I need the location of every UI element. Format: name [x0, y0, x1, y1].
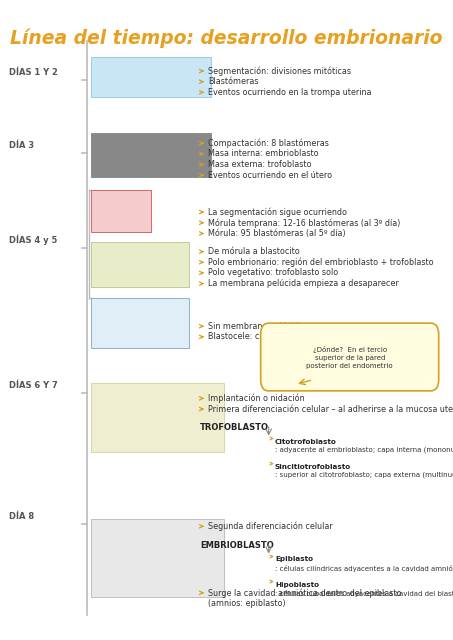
Text: DÍAS 4 y 5: DÍAS 4 y 5 — [9, 235, 58, 245]
FancyBboxPatch shape — [260, 323, 439, 391]
Text: Segmentación: divisiones mitóticas: Segmentación: divisiones mitóticas — [208, 67, 351, 76]
Text: Citotrofoblasto: Citotrofoblasto — [275, 438, 337, 445]
Text: DÍAS 1 Y 2: DÍAS 1 Y 2 — [9, 68, 58, 77]
FancyBboxPatch shape — [91, 133, 211, 177]
Text: Epiblasto: Epiblasto — [275, 556, 313, 563]
FancyBboxPatch shape — [91, 56, 211, 97]
Text: De mórula a blastocito: De mórula a blastocito — [208, 247, 299, 256]
Text: Línea del tiempo: desarrollo embrionario: Línea del tiempo: desarrollo embrionario — [10, 28, 443, 48]
Text: DÍA 8: DÍA 8 — [9, 513, 34, 522]
Text: Primera diferenciación celular – al adherirse a la mucosa uterina: Primera diferenciación celular – al adhe… — [208, 404, 453, 413]
Text: Masa interna: embrioblasto: Masa interna: embrioblasto — [208, 149, 318, 158]
Text: Implantación o nidación: Implantación o nidación — [208, 394, 304, 403]
Text: Segunda diferenciación celular: Segunda diferenciación celular — [208, 522, 333, 531]
Text: Surge la cavidad amniótica dentro del epiblasto: Surge la cavidad amniótica dentro del ep… — [208, 588, 401, 598]
FancyBboxPatch shape — [91, 298, 189, 348]
Text: La membrana pelúcida empieza a desaparecer: La membrana pelúcida empieza a desaparec… — [208, 279, 399, 288]
Text: : células cuboidales adyacentes a cavidad del blastocito: : células cuboidales adyacentes a cavida… — [275, 589, 453, 596]
Text: ¿Dónde?  En el tercio
superior de la pared
posterior del endometrio: ¿Dónde? En el tercio superior de la pare… — [306, 346, 393, 369]
Text: DÍA 3: DÍA 3 — [9, 141, 34, 150]
Text: Polo embrionario: región del embrioblasto + trofoblasto: Polo embrionario: región del embrioblast… — [208, 257, 434, 267]
Text: Sin membrana pelúcida: Sin membrana pelúcida — [208, 322, 304, 331]
Text: : células cilíndricas adyacentes a la cavidad amniótica: : células cilíndricas adyacentes a la ca… — [275, 564, 453, 572]
Text: Blastocele: cavidad del blastocito (llena de líquido): Blastocele: cavidad del blastocito (llen… — [208, 332, 414, 341]
Text: Mórula temprana: 12-16 blastómeras (al 3º día): Mórula temprana: 12-16 blastómeras (al 3… — [208, 218, 400, 228]
Text: Blastómeras: Blastómeras — [208, 77, 258, 86]
FancyBboxPatch shape — [91, 519, 224, 597]
Text: Mórula: 95 blastómeras (al 5º día): Mórula: 95 blastómeras (al 5º día) — [208, 229, 346, 238]
Text: : superior al citotrofoblasto; capa externa (multinucleada): : superior al citotrofoblasto; capa exte… — [275, 472, 453, 478]
Text: : adyacente al embrioblasto; capa interna (mononucleada): : adyacente al embrioblasto; capa intern… — [275, 447, 453, 453]
Text: La segmentación sigue ocurriendo: La segmentación sigue ocurriendo — [208, 207, 347, 217]
Text: Hipoblasto: Hipoblasto — [275, 582, 319, 588]
Text: Eventos ocurriendo en la trompa uterina: Eventos ocurriendo en la trompa uterina — [208, 88, 371, 97]
FancyBboxPatch shape — [91, 189, 151, 232]
FancyBboxPatch shape — [91, 241, 189, 287]
Text: Sincitiotrofoblasto: Sincitiotrofoblasto — [275, 463, 351, 470]
Text: TROFOBLASTO: TROFOBLASTO — [200, 423, 269, 432]
Text: (amnios: epiblasto): (amnios: epiblasto) — [208, 599, 285, 608]
Text: Polo vegetativo: trofoblasto solo: Polo vegetativo: trofoblasto solo — [208, 268, 338, 278]
Text: DÍAS 6 Y 7: DÍAS 6 Y 7 — [9, 381, 58, 390]
Text: Masa externa: trofoblasto: Masa externa: trofoblasto — [208, 160, 311, 169]
Text: EMBRIOBLASTO: EMBRIOBLASTO — [200, 541, 274, 550]
Text: Compactación: 8 blastómeras: Compactación: 8 blastómeras — [208, 138, 329, 148]
Text: Eventos ocurriendo en el útero: Eventos ocurriendo en el útero — [208, 171, 332, 180]
FancyBboxPatch shape — [91, 383, 224, 452]
